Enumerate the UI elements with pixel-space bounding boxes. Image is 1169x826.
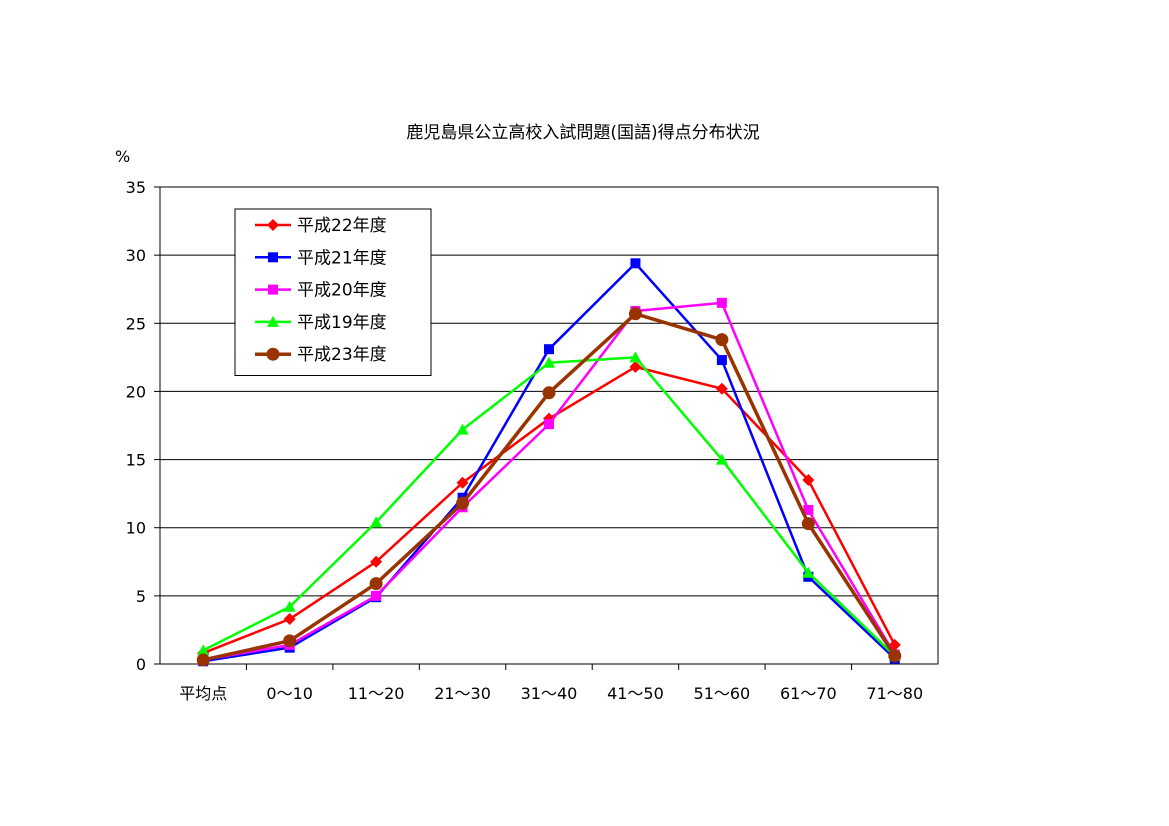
legend-swatch-marker bbox=[268, 284, 278, 295]
series-lines bbox=[196, 258, 902, 667]
legend-item: 平成20年度 bbox=[255, 281, 387, 301]
legend-label: 平成19年度 bbox=[297, 313, 387, 333]
data-point-marker bbox=[283, 600, 296, 612]
data-point-marker bbox=[196, 653, 210, 667]
y-tick-label: 5 bbox=[136, 587, 146, 606]
y-tick-label: 0 bbox=[136, 655, 146, 674]
data-point-marker bbox=[888, 649, 902, 663]
x-tick-label: 21〜30 bbox=[434, 684, 491, 703]
y-tick-label: 30 bbox=[126, 246, 146, 265]
legend-label: 平成21年度 bbox=[297, 248, 387, 268]
x-tick-label: 51〜60 bbox=[694, 684, 751, 703]
x-axis-ticks: 平均点 0〜10 11〜20 21〜30 31〜40 41〜50 51〜60 61〜70 71〜… bbox=[179, 664, 923, 703]
x-tick-label: 61〜70 bbox=[780, 684, 837, 703]
legend-box bbox=[234, 208, 432, 376]
data-point-marker bbox=[716, 355, 727, 366]
data-point-marker bbox=[715, 333, 729, 347]
legend-label: 平成22年度 bbox=[297, 216, 387, 236]
legend-item: 平成23年度 bbox=[255, 345, 387, 365]
data-point-marker bbox=[629, 351, 642, 363]
x-tick-label: 0〜10 bbox=[266, 684, 313, 703]
data-point-marker bbox=[283, 613, 296, 626]
legend-item: 平成19年度 bbox=[255, 313, 387, 333]
legend-item: 平成21年度 bbox=[255, 248, 387, 268]
legend-label: 平成23年度 bbox=[297, 345, 387, 365]
legend-item: 平成22年度 bbox=[255, 216, 387, 236]
data-point-marker bbox=[544, 344, 554, 355]
data-point-marker bbox=[283, 634, 297, 648]
chart-title: 鹿児島県公立高校入試問題(国語)得点分布状況 bbox=[406, 123, 759, 143]
data-point-marker bbox=[456, 423, 469, 435]
data-point-marker bbox=[802, 474, 815, 487]
data-point-marker bbox=[544, 419, 554, 430]
x-tick-label: 71〜80 bbox=[866, 684, 923, 703]
data-point-marker bbox=[715, 453, 728, 465]
data-point-marker bbox=[630, 258, 641, 269]
data-point-marker bbox=[543, 356, 555, 368]
data-point-marker bbox=[197, 644, 210, 656]
data-point-marker bbox=[456, 496, 470, 510]
legend-swatch-marker bbox=[266, 347, 280, 361]
data-point-marker bbox=[371, 590, 382, 601]
x-tick-label: 11〜20 bbox=[348, 684, 405, 703]
data-point-marker bbox=[803, 504, 814, 515]
y-axis-ticks: 0 5 10 15 20 25 30 35 bbox=[126, 178, 160, 674]
legend-label: 平成20年度 bbox=[297, 281, 387, 301]
data-point-marker bbox=[370, 516, 383, 528]
data-point-marker bbox=[456, 476, 469, 489]
y-tick-label: 20 bbox=[126, 382, 146, 401]
legend-swatch-marker bbox=[268, 252, 278, 263]
x-tick-label: 41〜50 bbox=[607, 684, 664, 703]
data-point-marker bbox=[542, 386, 556, 400]
data-point-marker bbox=[628, 307, 642, 321]
series-4 bbox=[196, 307, 902, 667]
y-tick-label: 15 bbox=[126, 451, 146, 470]
y-tick-label: 10 bbox=[126, 519, 146, 538]
legend-swatch-marker bbox=[267, 219, 279, 231]
data-point-marker bbox=[715, 382, 728, 395]
legend-swatch-marker bbox=[267, 315, 279, 327]
y-tick-label: 25 bbox=[126, 314, 146, 333]
y-axis-unit-label: % bbox=[115, 147, 130, 166]
data-point-marker bbox=[716, 297, 727, 308]
data-point-marker bbox=[370, 555, 383, 568]
y-tick-label: 35 bbox=[126, 178, 146, 197]
data-point-marker bbox=[802, 566, 815, 578]
x-tick-label: 31〜40 bbox=[521, 684, 578, 703]
data-point-marker bbox=[629, 360, 642, 373]
data-point-marker bbox=[369, 577, 383, 591]
data-point-marker bbox=[801, 517, 815, 531]
x-tick-label: 平均点 bbox=[179, 684, 227, 703]
